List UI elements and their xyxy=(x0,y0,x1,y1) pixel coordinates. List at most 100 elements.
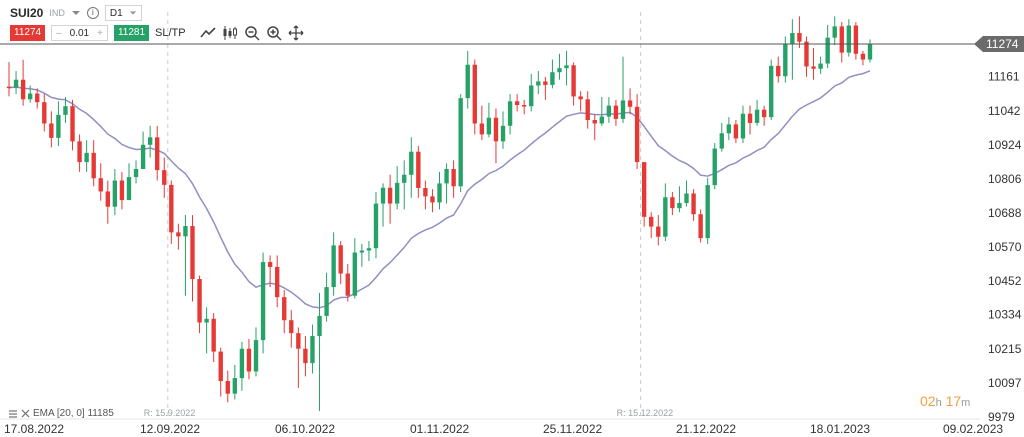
candle-body xyxy=(493,117,499,142)
price-axis[interactable]: 11161 11042 10924 10806 10688 10570 10452 10334… xyxy=(988,70,1022,424)
candle-body xyxy=(430,196,435,203)
candle-body xyxy=(571,65,576,97)
current-price-label: 11274 xyxy=(986,37,1019,51)
candle-body xyxy=(670,197,675,209)
candle-body xyxy=(543,81,548,85)
candle-body xyxy=(677,202,682,209)
candle-body xyxy=(338,245,343,274)
candle-body xyxy=(289,320,294,334)
candle-body xyxy=(105,191,110,207)
candle-body xyxy=(402,174,407,183)
quantity-minus-button[interactable]: – xyxy=(56,27,62,39)
candle-body xyxy=(465,64,470,99)
price-tick-label: 9979 xyxy=(988,410,1015,424)
candle-body xyxy=(437,183,442,203)
candle-body xyxy=(296,333,301,349)
candle-body xyxy=(754,109,760,123)
candle-body xyxy=(818,63,823,69)
candle-body xyxy=(564,65,569,69)
candle-body xyxy=(500,125,506,142)
candle-body xyxy=(684,193,689,203)
date-tick-label: 12.09.2022 xyxy=(140,422,200,436)
price-tick-label: 10806 xyxy=(988,172,1022,186)
candle-body xyxy=(592,120,597,124)
candle-body xyxy=(832,26,837,38)
symbol-label[interactable]: SUI20 xyxy=(10,6,44,20)
candle-body xyxy=(49,123,54,138)
candle-body xyxy=(514,101,520,106)
candle-body xyxy=(705,185,710,239)
candle-body xyxy=(246,348,252,372)
candle-body xyxy=(303,348,308,364)
price-tick-label: 10452 xyxy=(988,274,1022,288)
candle-body xyxy=(260,262,266,341)
candle-body xyxy=(282,297,287,321)
info-icon[interactable]: i xyxy=(86,7,99,19)
candle-body xyxy=(218,351,223,381)
price-tick-label: 10688 xyxy=(988,206,1022,220)
candle-body xyxy=(846,25,852,53)
candle-body xyxy=(790,33,795,44)
timeframe-chevron-icon xyxy=(129,11,136,15)
candle-body xyxy=(691,193,696,215)
candle-body xyxy=(317,315,322,337)
candle-body xyxy=(486,117,492,135)
candle-body xyxy=(225,380,230,394)
candle-body xyxy=(352,252,357,296)
candle-body xyxy=(366,248,372,251)
candle-body xyxy=(140,144,146,169)
line-chart-icon[interactable] xyxy=(199,25,216,41)
candle-body xyxy=(867,43,873,60)
list-icon[interactable] xyxy=(8,409,18,419)
sltp-button[interactable]: SL/TP xyxy=(155,27,186,39)
buy-button[interactable]: 11281 xyxy=(113,25,150,41)
candle-body xyxy=(310,336,315,364)
zoom-in-icon[interactable] xyxy=(266,25,282,41)
candle-body xyxy=(190,226,195,280)
quantity-plus-button[interactable]: + xyxy=(97,27,103,39)
candle-body xyxy=(663,197,668,237)
timer-hours-unit: h xyxy=(935,397,942,409)
candle-body xyxy=(176,232,181,237)
timeframe-select[interactable]: D1 xyxy=(104,5,142,21)
sell-button[interactable]: 11274 xyxy=(10,25,46,41)
chevron-down-icon[interactable] xyxy=(71,8,81,18)
close-icon[interactable] xyxy=(21,409,30,418)
marker-label: R: 15.9.2022 xyxy=(144,408,196,418)
candles-icon[interactable] xyxy=(222,25,238,41)
candle-body xyxy=(458,98,463,187)
candle-body xyxy=(811,66,816,69)
date-axis[interactable]: 17.08.2022 12.09.2022 06.10.2022 01.11.2022… xyxy=(4,422,1003,436)
candle-body xyxy=(6,86,12,89)
candle-body xyxy=(253,340,259,372)
candle-body xyxy=(472,64,477,124)
zoom-out-icon[interactable] xyxy=(244,25,260,41)
instrument-row: SUI20 IND i D1 xyxy=(10,4,142,22)
candle-body xyxy=(641,162,647,217)
candle-body xyxy=(274,266,280,298)
candle-body xyxy=(112,180,118,207)
candle-body xyxy=(77,141,82,163)
candle-body xyxy=(70,106,75,142)
candle-body xyxy=(133,168,139,178)
candle-body xyxy=(585,99,590,121)
price-tick-label: 10334 xyxy=(988,308,1022,322)
date-tick-label: 21.12.2022 xyxy=(676,422,736,436)
candle-body xyxy=(529,85,534,107)
candle-body xyxy=(239,348,245,379)
chart-toolbar: SUI20 IND i D1 11274 – 0.01 + 11281 SL/T… xyxy=(0,0,980,46)
candle-body xyxy=(557,68,562,73)
crosshair-move-icon[interactable] xyxy=(288,25,304,41)
indicator-legend[interactable]: EMA [20, 0] 11185 xyxy=(8,408,114,419)
candle-body xyxy=(324,287,329,316)
price-tick-label: 10924 xyxy=(988,138,1022,152)
candle-body xyxy=(155,137,160,171)
candle-body xyxy=(536,81,541,86)
candle-body xyxy=(853,25,859,54)
timer-hours: 02 xyxy=(920,393,936,409)
quantity-input[interactable]: 0.01 xyxy=(69,27,90,39)
date-tick-label: 06.10.2022 xyxy=(275,422,335,436)
candle-body xyxy=(394,182,400,204)
quantity-stepper[interactable]: – 0.01 + xyxy=(51,25,108,41)
